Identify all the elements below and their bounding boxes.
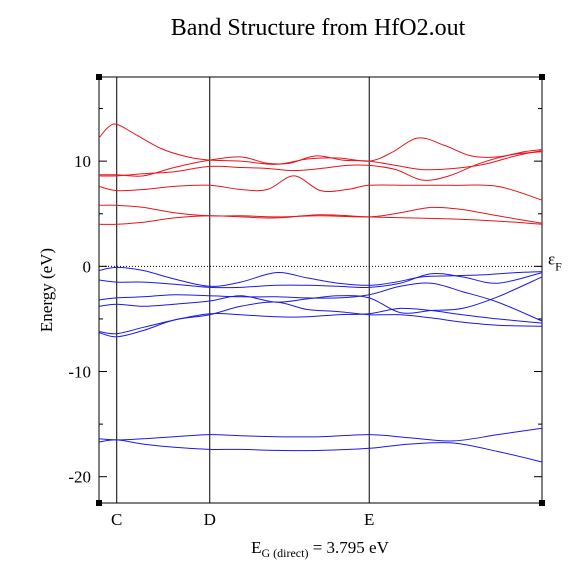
frame-corner-markers xyxy=(96,74,545,506)
conduction-band-line xyxy=(98,150,543,177)
valence-band-line xyxy=(98,276,543,314)
valence-band-line xyxy=(98,301,543,338)
fermi-level: εF xyxy=(99,249,562,273)
kpoint-lines: C D E xyxy=(111,77,374,529)
y-tick-label: -20 xyxy=(68,468,91,487)
plot-frame xyxy=(98,76,543,504)
valence-band-line xyxy=(98,282,543,322)
conduction-band-line xyxy=(98,175,543,201)
valence-band-line xyxy=(98,266,543,287)
y-tick-label: 0 xyxy=(83,257,92,276)
corner-marker-bottom-right xyxy=(539,500,545,506)
y-tick-label: 10 xyxy=(74,152,91,171)
conduction-band-line xyxy=(98,214,543,225)
corner-marker-top-left xyxy=(96,74,102,80)
kpoint-label: E xyxy=(364,510,374,529)
valence-band-line xyxy=(98,439,543,463)
fermi-label-subscript: F xyxy=(555,259,562,273)
conduction-band-line xyxy=(98,123,543,165)
x-axis-label-subscript: G (direct) xyxy=(261,546,308,560)
fermi-label-symbol: ε xyxy=(548,249,555,268)
x-axis-label: EG (direct) = 3.795 eV xyxy=(251,538,390,560)
y-tick-label: -10 xyxy=(68,363,91,382)
x-axis-label-main: E xyxy=(251,538,261,557)
kpoint-label: D xyxy=(204,510,216,529)
corner-marker-top-right xyxy=(539,74,545,80)
conduction-band-line xyxy=(98,151,543,181)
x-axis-label-rest: = 3.795 eV xyxy=(308,538,389,557)
kpoint-label: C xyxy=(111,510,122,529)
valence-band-line xyxy=(98,307,543,335)
valence-band-line xyxy=(98,272,543,289)
fermi-level-label: εF xyxy=(548,249,562,273)
band-lines xyxy=(98,123,543,463)
conduction-band-line xyxy=(98,204,543,224)
corner-marker-bottom-left xyxy=(96,500,102,506)
valence-band-line xyxy=(98,427,543,442)
y-axis-label: Energy (eV) xyxy=(37,248,56,332)
chart-title: Band Structure from HfO2.out xyxy=(171,15,466,41)
